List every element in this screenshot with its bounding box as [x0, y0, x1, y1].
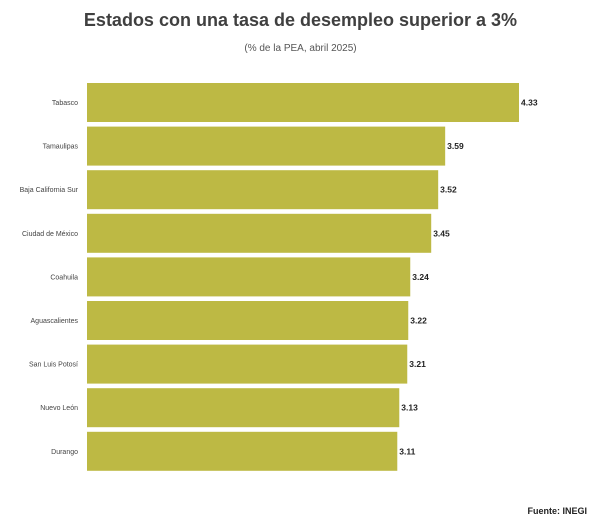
- value-label: 3.52: [440, 185, 457, 195]
- bar: [87, 388, 400, 428]
- category-label: Nuevo León: [40, 405, 78, 412]
- value-label: 3.24: [412, 272, 429, 282]
- category-label: Durango: [51, 449, 78, 456]
- source-note: Fuente: INEGI: [527, 506, 587, 516]
- category-label: Baja California Sur: [20, 187, 79, 194]
- category-label: Coahuila: [50, 274, 78, 281]
- value-label: 3.13: [401, 403, 418, 413]
- bar: [87, 213, 432, 253]
- bar: [87, 126, 446, 166]
- bar: [87, 431, 398, 471]
- value-label: 3.21: [409, 359, 426, 369]
- value-label: 3.11: [399, 446, 415, 456]
- category-label: Tamaulipas: [43, 144, 79, 151]
- chart-subtitle: (% de la PEA, abril 2025): [244, 43, 357, 54]
- bar: [87, 170, 439, 210]
- bar: [87, 257, 411, 297]
- value-label: 3.45: [433, 228, 450, 238]
- value-label: 4.33: [521, 98, 538, 108]
- bar: [87, 301, 409, 340]
- value-label: 3.59: [447, 141, 464, 151]
- category-label: San Luis Potosí: [29, 362, 78, 369]
- chart-title: Estados con una tasa de desempleo superi…: [83, 10, 518, 30]
- bar: [87, 83, 519, 122]
- category-label: Aguascalientes: [31, 318, 79, 325]
- bar: [87, 344, 408, 384]
- category-label: Ciudad de México: [22, 231, 78, 238]
- value-label: 3.22: [410, 316, 427, 326]
- category-label: Tabasco: [52, 100, 78, 107]
